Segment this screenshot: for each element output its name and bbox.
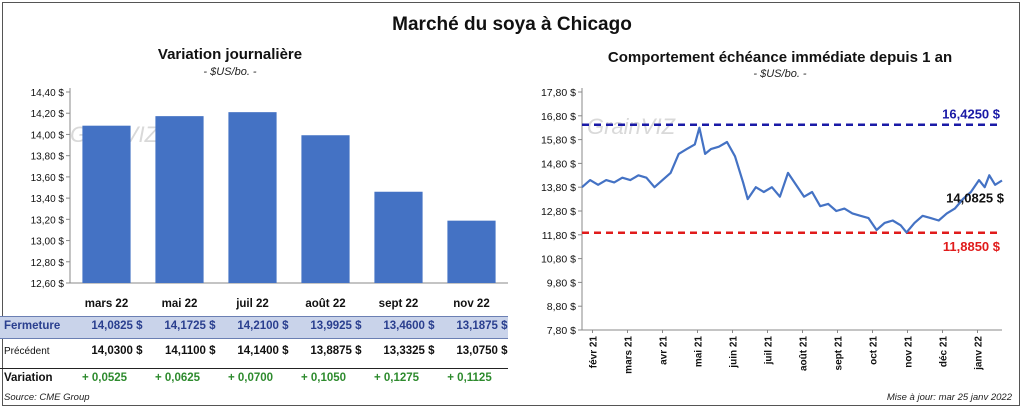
y-tick-label: 13,40 $ — [31, 194, 65, 205]
table-cell-var: + 0,1275 — [373, 372, 420, 384]
updated-note: Mise à jour: mar 25 janv 2022 — [886, 392, 1012, 403]
table-cell-var: + 0,0625 — [154, 372, 201, 384]
table-row-close: Fermeture 14,0825 $ 14,1725 $ 14,2100 $ 13,… — [0, 316, 508, 339]
y-tick-label: 8,80 $ — [547, 301, 576, 313]
y-tick-label: 14,00 $ — [31, 130, 65, 141]
y-tick-label: 15,80 $ — [541, 135, 576, 147]
table-cell-var: + 0,1125 — [447, 372, 492, 384]
table-cell-prev: 14,1100 $ — [164, 345, 216, 357]
bar-chart: GrainVIZ12,60 $12,80 $13,00 $13,20 $13,4… — [31, 88, 508, 310]
watermark: GrainVIZ — [587, 114, 677, 139]
bar-0 — [82, 125, 131, 283]
x-tick-label: nov 21 — [904, 336, 915, 368]
x-tick-label: mars 21 — [624, 336, 635, 374]
table-cell-var: + 0,0525 — [81, 372, 128, 384]
y-tick-label: 12,80 $ — [541, 206, 576, 218]
table-cell-close: 13,4600 $ — [383, 320, 435, 332]
low-label: 11,8850 $ — [943, 239, 1001, 254]
line-chart: GrainVIZ 7,80 $ 8,80 $ 9,80 $ 10,80 $ 11,80 $… — [541, 87, 1005, 374]
y-tick-label: 7,80 $ — [547, 325, 576, 337]
y-tick-label: 13,20 $ — [31, 215, 65, 226]
table-cell-prev: 13,3325 $ — [383, 345, 435, 357]
y-tick-label: 14,80 $ — [541, 158, 576, 170]
left-chart-title: Variation journalière — [157, 46, 303, 63]
y-tick-label: 9,80 $ — [547, 277, 576, 289]
row-label-close: Fermeture — [4, 320, 61, 332]
x-tick-label: mai 22 — [162, 298, 198, 310]
source-note: Source: CME Group — [4, 392, 90, 403]
x-tick-label: août 21 — [799, 336, 810, 371]
y-tick-label: 13,80 $ — [541, 182, 576, 194]
table-cell-close: 14,1725 $ — [164, 320, 216, 332]
table-cell-prev: 14,1400 $ — [237, 345, 289, 357]
right-chart-units: - $US/bo. - — [753, 68, 807, 80]
bar-3 — [301, 135, 350, 283]
main-title: Marché du soya à Chicago — [392, 14, 632, 35]
x-tick-label: juin 21 — [729, 336, 740, 369]
y-tick-label: 10,80 $ — [541, 254, 576, 266]
x-tick-label: sept 22 — [379, 298, 419, 310]
x-tick-label: oct 21 — [869, 336, 880, 365]
high-label: 16,4250 $ — [942, 107, 1001, 122]
table-cell-close: 14,0825 $ — [91, 320, 143, 332]
y-tick-label: 14,20 $ — [31, 109, 65, 120]
last-price-label: 14,0825 $ — [946, 191, 1005, 206]
bar-2 — [228, 112, 277, 284]
bar-1 — [155, 116, 204, 283]
table-cell-prev: 13,0750 $ — [456, 345, 508, 357]
x-tick-label: nov 22 — [453, 298, 489, 310]
x-tick-label: mai 21 — [694, 336, 705, 368]
price-line — [581, 126, 1003, 234]
left-chart-units: - $US/bo. - — [203, 66, 257, 78]
y-tick-label: 11,80 $ — [542, 230, 576, 242]
table-row-previous: Précédent 14,0300 $ 14,1100 $ 14,1400 $ 13,… — [0, 342, 508, 363]
y-tick-label: 12,60 $ — [31, 279, 65, 290]
x-tick-label: juil 22 — [235, 298, 269, 310]
y-tick-label: 16,80 $ — [541, 111, 576, 123]
table-cell-close: 13,9925 $ — [310, 320, 362, 332]
x-tick-label: févr 21 — [589, 336, 600, 369]
bar-4 — [374, 191, 423, 283]
table-cell-var: + 0,1050 — [300, 372, 347, 384]
y-tick-label: 17,80 $ — [541, 87, 576, 99]
y-tick-label: 14,40 $ — [31, 88, 65, 99]
table-cell-prev: 14,0300 $ — [91, 345, 143, 357]
x-tick-label: janv 22 — [974, 336, 985, 371]
y-tick-label: 13,80 $ — [31, 152, 65, 163]
table-cell-close: 14,2100 $ — [237, 320, 289, 332]
x-tick-label: juil 21 — [764, 336, 775, 366]
y-tick-label: 13,00 $ — [31, 237, 65, 248]
x-tick-label: août 22 — [305, 298, 345, 310]
x-tick-label: avr 21 — [659, 336, 670, 365]
y-tick-label: 13,60 $ — [31, 173, 65, 184]
x-tick-label: déc 21 — [939, 336, 950, 368]
right-chart-title: Comportement échéance immédiate depuis 1… — [607, 49, 953, 66]
x-tick-label: mars 22 — [85, 298, 128, 310]
y-tick-label: 12,80 $ — [31, 258, 65, 269]
x-tick-label: sept 21 — [834, 336, 845, 371]
row-label-variation: Variation — [4, 372, 53, 384]
table-cell-close: 13,1875 $ — [456, 320, 508, 332]
bar-5 — [447, 220, 496, 283]
row-label-previous: Précédent — [4, 346, 50, 357]
table-cell-var: + 0,0700 — [227, 372, 274, 384]
table-row-variation: Variation + 0,0525 + 0,0625 + 0,0700 + 0,10… — [0, 368, 508, 390]
table-cell-prev: 13,8875 $ — [310, 345, 362, 357]
